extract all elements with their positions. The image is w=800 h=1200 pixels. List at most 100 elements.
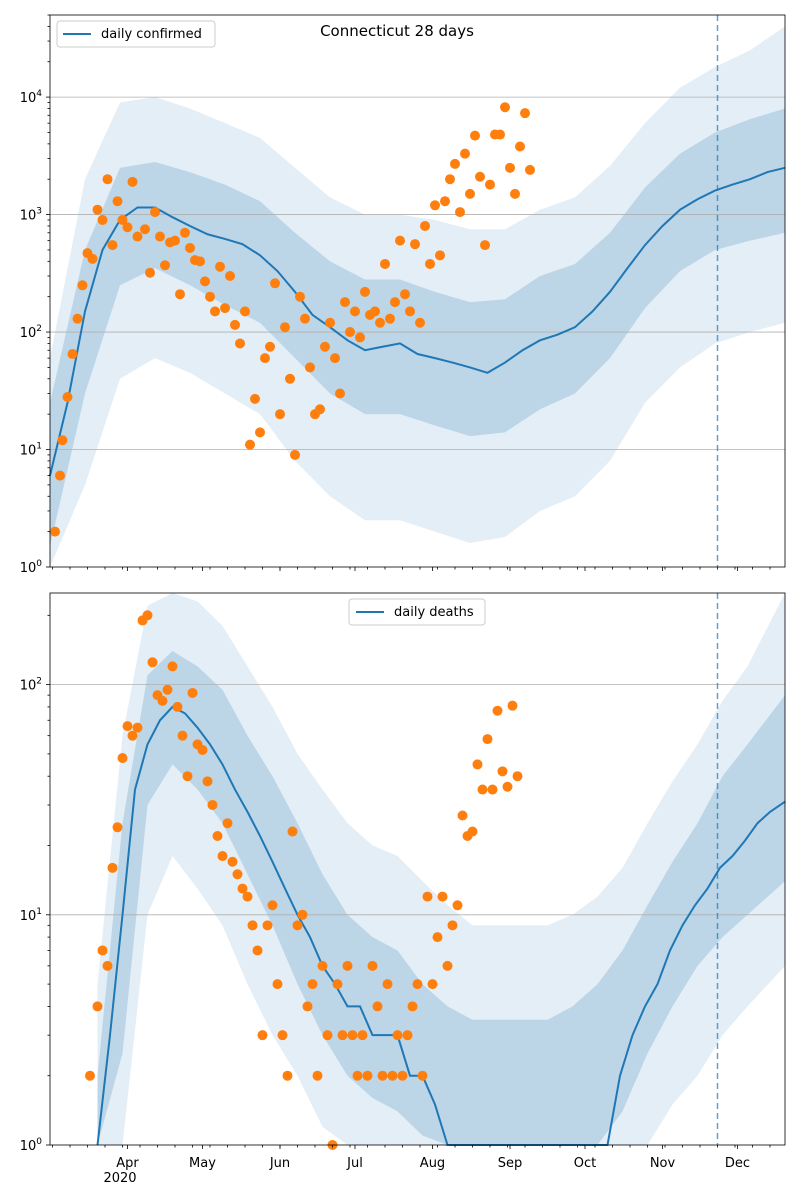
deaths-data-point	[447, 920, 458, 931]
deaths-data-point	[472, 759, 483, 770]
deaths-data-point	[322, 1030, 333, 1041]
confirmed-data-point	[117, 214, 128, 225]
confirmed-data-point	[340, 297, 350, 308]
deaths-data-point	[167, 661, 178, 672]
confirmed-data-point	[250, 393, 260, 404]
deaths-data-point	[107, 862, 118, 873]
deaths-data-point	[142, 610, 153, 621]
deaths-data-point	[297, 909, 308, 920]
deaths-data-point	[132, 722, 143, 733]
confirmed-band-outer	[50, 26, 785, 567]
deaths-data-point	[262, 920, 273, 931]
deaths-band-inner	[97, 650, 785, 1145]
deaths-data-point	[197, 744, 208, 755]
confirmed-data-point	[385, 313, 395, 324]
deaths-uncertainty-bands	[97, 593, 785, 1145]
confirmed-data-point	[370, 306, 380, 317]
confirmed-data-point	[55, 470, 65, 481]
confirmed-data-point	[440, 196, 450, 207]
deaths-data-point	[157, 695, 168, 706]
confirmed-data-point	[240, 306, 250, 317]
deaths-data-point	[257, 1030, 268, 1041]
confirmed-data-point	[515, 141, 525, 152]
confirmed-data-point	[97, 214, 108, 225]
confirmed-data-point	[62, 391, 73, 402]
confirmed-data-point	[510, 188, 520, 199]
confirmed-data-point	[325, 317, 335, 328]
x-month-label: Apr	[116, 1156, 139, 1171]
x-month-label: Jun	[269, 1156, 290, 1171]
confirmed-data-point	[150, 207, 160, 218]
deaths-data-point	[362, 1070, 373, 1081]
confirmed-data-point	[330, 353, 340, 364]
deaths-data-point	[482, 734, 493, 745]
deaths-x-ticks	[52, 1145, 771, 1149]
deaths-data-point	[377, 1070, 388, 1081]
deaths-points	[85, 610, 523, 1150]
deaths-data-point	[497, 766, 508, 777]
confirmed-data-point	[255, 427, 265, 438]
deaths-data-point	[102, 960, 113, 971]
confirmed-data-point	[87, 253, 98, 264]
deaths-data-point	[282, 1070, 293, 1081]
confirmed-data-point	[127, 176, 138, 187]
confirmed-data-point	[67, 349, 78, 360]
confirmed-data-point	[495, 129, 505, 140]
deaths-data-point	[227, 856, 238, 867]
x-month-label: Oct	[574, 1156, 596, 1171]
deaths-data-point	[177, 730, 188, 741]
deaths-data-point	[452, 900, 463, 911]
confirmed-data-point	[410, 239, 420, 250]
deaths-data-point	[372, 1001, 383, 1012]
confirmed-data-point	[155, 231, 165, 242]
confirmed-data-point	[395, 235, 405, 246]
confirmed-data-point	[445, 174, 455, 185]
confirmed-data-point	[470, 130, 480, 141]
deaths-band-outer	[97, 593, 785, 1145]
confirmed-data-point	[390, 297, 400, 308]
confirmed-data-point	[425, 258, 435, 269]
confirmed-data-point	[335, 388, 345, 399]
confirmed-data-point	[195, 256, 205, 267]
deaths-data-point	[237, 883, 248, 894]
confirmed-data-point	[260, 353, 270, 364]
confirmed-data-point	[205, 291, 215, 302]
deaths-data-point	[332, 979, 343, 990]
deaths-data-point	[267, 900, 278, 911]
deaths-data-point	[232, 869, 243, 880]
deaths-data-point	[382, 979, 393, 990]
confirmed-data-point	[185, 242, 195, 253]
deaths-data-point	[387, 1070, 398, 1081]
confirmed-data-point	[520, 108, 530, 119]
deaths-data-point	[317, 960, 328, 971]
confirmed-data-point	[300, 313, 310, 324]
deaths-data-point	[502, 781, 513, 792]
confirmed-data-point	[145, 267, 155, 278]
confirmed-data-point	[230, 319, 240, 330]
deaths-data-point	[182, 771, 193, 782]
confirmed-legend-label: daily confirmed	[101, 27, 202, 42]
deaths-data-point	[287, 826, 298, 837]
deaths-data-point	[272, 979, 283, 990]
confirmed-data-point	[485, 179, 495, 190]
confirmed-data-point	[405, 306, 415, 317]
confirmed-data-point	[77, 280, 88, 291]
confirmed-data-point	[170, 235, 180, 246]
x-month-label: May	[189, 1156, 216, 1171]
confirmed-series-path	[49, 166, 786, 476]
chart-title: Connecticut 28 days	[320, 22, 474, 40]
deaths-data-point	[347, 1030, 358, 1041]
confirmed-data-point	[480, 240, 490, 251]
deaths-data-point	[92, 1001, 103, 1012]
deaths-data-point	[307, 979, 318, 990]
confirmed-data-point	[180, 227, 190, 238]
deaths-data-point	[302, 1001, 313, 1012]
deaths-data-point	[252, 945, 263, 956]
confirmed-data-point	[200, 276, 210, 287]
deaths-data-point	[487, 784, 498, 795]
deaths-data-point	[392, 1030, 403, 1041]
deaths-data-point	[247, 920, 258, 931]
confirmed-data-point	[460, 148, 470, 159]
